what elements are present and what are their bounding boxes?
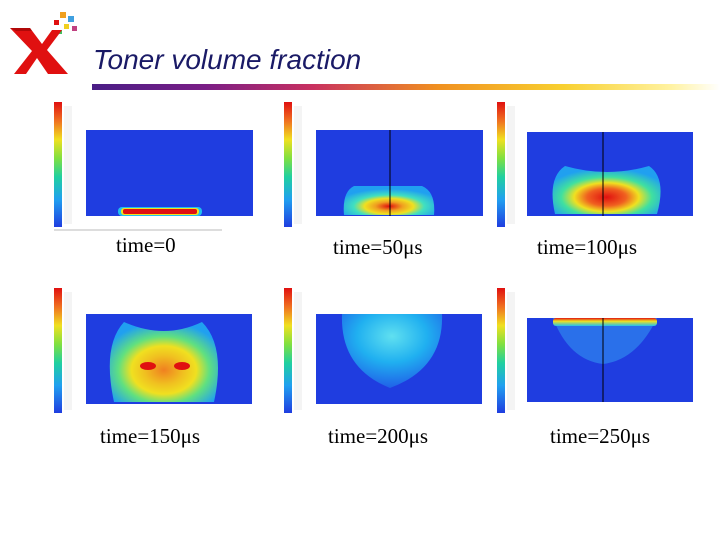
panel-caption-5: time=200μs	[328, 424, 429, 448]
simulation-panel-3	[497, 102, 697, 232]
xerox-x-logo-icon	[10, 12, 77, 74]
slide-title: Toner volume fraction	[93, 44, 362, 75]
colorbar-plot-1	[54, 102, 253, 231]
title-divider	[92, 84, 720, 90]
simulation-panel-4	[54, 288, 254, 418]
panel-caption-3: time=100μs	[537, 235, 638, 259]
simulation-panel-6	[497, 288, 697, 418]
simulation-panel-2	[284, 102, 484, 232]
simulation-panel-1	[54, 102, 254, 232]
panel-caption-1: time=0	[116, 233, 176, 257]
panel-caption-4: time=150μs	[100, 424, 201, 448]
panel-caption-2: time=50μs	[333, 235, 423, 259]
simulation-panel-5	[284, 288, 484, 418]
panel-caption-6: time=250μs	[550, 424, 651, 448]
